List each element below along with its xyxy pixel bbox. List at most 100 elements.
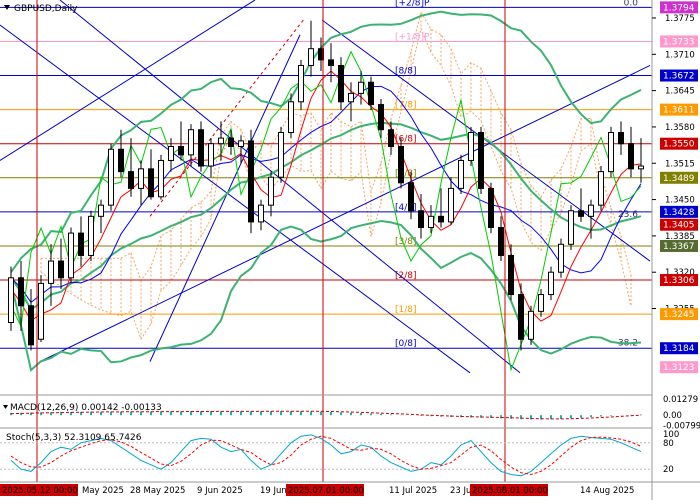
trendline — [0, 24, 471, 374]
candle-body — [548, 271, 554, 296]
candle-body — [168, 145, 174, 161]
candle-body — [478, 132, 484, 189]
murrey-label: [6/8] — [395, 135, 417, 145]
murrey-label: [7/8] — [395, 101, 417, 111]
overlay-indicators — [10, 10, 642, 372]
time-marker-box — [0, 484, 78, 496]
murrey-label: [3/8] — [395, 237, 417, 247]
price-box-label: 1.3672 — [663, 72, 695, 82]
murrey-label: [2/8] — [395, 271, 417, 281]
candle-body — [158, 159, 164, 198]
macd-panel: 0.01279 0.00-0.00799 — [10, 395, 700, 431]
symbol-title: GBPUSD,Daily — [14, 4, 78, 14]
fib-label: 23.6 — [618, 210, 638, 220]
stoch-tick-label: 20 — [663, 465, 674, 475]
candle-body — [578, 210, 584, 217]
collapse-triangle-icon[interactable] — [4, 5, 10, 10]
candle-body — [208, 143, 214, 167]
candle-body — [438, 215, 444, 223]
candle-body — [498, 227, 504, 256]
stoch-header: Stoch(5,3,3) 52.3109 65.7426 — [6, 433, 142, 443]
murrey-label: [1/8] — [395, 305, 417, 315]
cloud-span-b — [40, 26, 632, 341]
candle-body — [88, 215, 94, 256]
candle-body — [588, 204, 594, 217]
price-box — [660, 1, 698, 14]
price-tick-label: 1.3320 — [665, 268, 695, 278]
candle-body — [408, 182, 414, 212]
candle-body — [508, 254, 514, 296]
candle-body — [488, 187, 494, 229]
time-axis-label: 2025.05.12 00:00 — [2, 486, 78, 496]
macd-collapse-icon[interactable] — [3, 405, 8, 409]
candle-body — [118, 148, 124, 173]
price-box — [660, 171, 698, 184]
candle-body — [598, 171, 604, 206]
time-axis-label: 2025.07.01 00:00 — [288, 486, 364, 496]
price-tick-label: 1.3710 — [665, 50, 695, 60]
candle-body — [378, 104, 384, 131]
price-box-label: 1.3428 — [663, 208, 695, 218]
candle-body — [128, 171, 134, 189]
candle-body — [348, 92, 354, 103]
candle-body — [608, 132, 614, 173]
candle-body — [58, 260, 64, 279]
price-box — [660, 239, 698, 252]
time-axis-label: 9 Jun 2025 — [197, 486, 243, 496]
macd-tick-label: 0.01279 — [663, 395, 698, 405]
candle-body — [388, 129, 394, 147]
candle-body — [468, 132, 474, 161]
candle-body — [568, 210, 574, 245]
time-axis-label: 19 Jun 2025 — [260, 486, 311, 496]
time-axis-label: 2025.08.01 00:00 — [472, 486, 548, 496]
time-axis-label: 14 Aug 2025 — [580, 486, 634, 496]
candle-body — [38, 282, 44, 340]
time-marker-box — [470, 484, 548, 496]
price-box — [660, 274, 698, 287]
stoch-label: Stoch(5,3,3) 52.3109 65.7426 — [6, 433, 142, 443]
price-box-label: 1.3733 — [663, 37, 695, 47]
candlesticks — [8, 20, 644, 351]
candle-body — [178, 145, 184, 156]
murrey-label: [+1/8]P — [395, 32, 430, 42]
time-axis-label: May 2025 — [82, 486, 124, 496]
price-box — [660, 361, 698, 374]
price-box-label: 1.3405 — [663, 221, 695, 231]
candle-body — [188, 129, 194, 156]
candle-body — [288, 101, 294, 134]
candle-body — [278, 132, 284, 178]
price-tick-label: 1.3580 — [665, 123, 695, 133]
time-axis: 2025.05.12 00:00 May 2025 28 May 2025 9 Jun… — [0, 484, 634, 496]
murrey-label: [4/8] — [395, 203, 417, 213]
price-tick-label: 1.3645 — [665, 87, 695, 97]
candle-body — [218, 137, 224, 145]
trendline — [149, 34, 301, 362]
candle-body — [138, 168, 144, 189]
price-box — [660, 308, 698, 321]
stoch-signal-line — [10, 435, 642, 475]
price-box — [660, 205, 698, 218]
time-marker-box — [286, 484, 364, 496]
price-box-label: 1.3550 — [663, 140, 695, 150]
price-box-label: 1.3306 — [663, 276, 695, 286]
moving-average-blue — [10, 85, 642, 304]
candle-body — [428, 215, 434, 229]
candle-body — [638, 165, 644, 170]
candle-body — [528, 310, 534, 340]
candle-body — [258, 204, 264, 223]
candle-body — [368, 81, 374, 106]
price-tick-label: 1.3515 — [665, 159, 695, 169]
candle-body — [228, 137, 234, 147]
candle-body — [618, 132, 624, 145]
stoch-tick-label: 80 — [663, 439, 674, 449]
trendline — [39, 65, 651, 363]
candle-body — [28, 305, 34, 346]
date-markers — [36, 0, 506, 482]
bollinger-upper — [10, 10, 642, 273]
price-box-label: 1.3489 — [663, 174, 695, 184]
candle-body — [248, 140, 254, 223]
